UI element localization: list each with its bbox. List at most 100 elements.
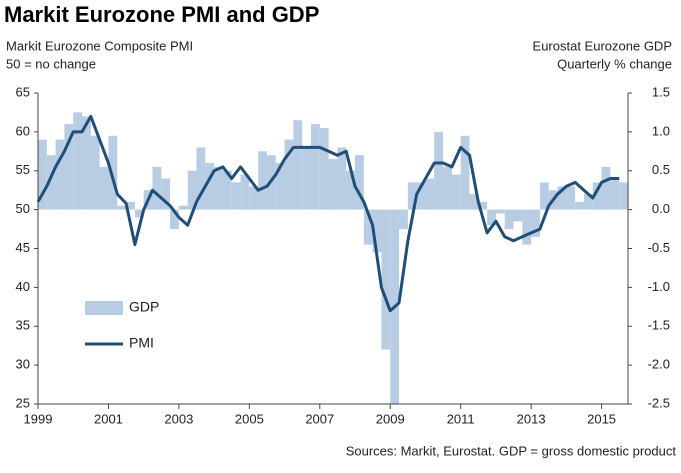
- bar: [601, 166, 611, 210]
- bar: [478, 201, 488, 210]
- bar: [275, 162, 285, 210]
- bar: [495, 209, 505, 214]
- bar: [460, 135, 470, 210]
- bar: [161, 178, 171, 210]
- y-tick-label: 60: [16, 123, 30, 138]
- y2-tick-label: -1.5: [648, 318, 670, 333]
- bar: [46, 155, 56, 210]
- bar: [126, 201, 135, 210]
- bar: [557, 186, 567, 210]
- bar: [319, 127, 329, 210]
- bar: [231, 182, 241, 210]
- bar: [443, 166, 452, 210]
- y-axis-label: 50 = no change: [6, 56, 96, 71]
- y2-tick-label: 1.0: [652, 123, 670, 138]
- bar: [363, 209, 373, 245]
- bar: [240, 174, 250, 210]
- y2-axis-label: Quarterly % change: [557, 56, 672, 71]
- bar: [425, 178, 435, 210]
- bar: [399, 209, 408, 230]
- bar: [407, 182, 417, 210]
- bar: [249, 186, 259, 210]
- legend-label: GDP: [129, 299, 159, 315]
- bar: [619, 182, 628, 210]
- bar: [90, 135, 100, 210]
- bar: [205, 162, 215, 210]
- y-axis-label: Markit Eurozone Composite PMI: [6, 38, 193, 53]
- bar: [170, 209, 179, 230]
- bar: [214, 166, 223, 210]
- bar: [64, 124, 74, 210]
- bar: [610, 178, 620, 210]
- bar: [82, 116, 91, 210]
- bar: [381, 209, 391, 350]
- y-tick-label: 25: [16, 395, 30, 410]
- bar: [434, 131, 444, 210]
- bar: [583, 194, 593, 210]
- y2-tick-label: -2.5: [648, 395, 670, 410]
- bar: [258, 151, 267, 210]
- legend-label: PMI: [129, 335, 154, 351]
- bar: [346, 170, 356, 210]
- bar: [504, 209, 514, 230]
- x-tick-label: 2013: [517, 411, 546, 426]
- bar: [451, 174, 461, 210]
- x-tick-label: 2003: [164, 411, 193, 426]
- bar: [531, 209, 540, 237]
- y2-tick-label: -1.0: [648, 279, 670, 294]
- y2-tick-label: -0.5: [648, 240, 670, 255]
- y-tick-label: 30: [16, 357, 30, 372]
- x-tick-label: 2005: [235, 411, 264, 426]
- bar: [117, 205, 127, 210]
- bar: [566, 186, 576, 210]
- y2-tick-label: 1.5: [652, 84, 670, 99]
- bar: [187, 170, 197, 210]
- y2-tick-label: 0.0: [652, 201, 670, 216]
- bar: [337, 147, 347, 210]
- y-tick-label: 65: [16, 84, 30, 99]
- bar: [178, 205, 188, 210]
- source: Sources: Markit, Eurostat. GDP = gross d…: [346, 443, 677, 458]
- y-tick-label: 40: [16, 279, 30, 294]
- bar: [416, 182, 426, 210]
- bar: [302, 147, 311, 210]
- y2-tick-label: -2.0: [648, 357, 670, 372]
- bar: [222, 170, 232, 210]
- y2-tick-label: 0.5: [652, 162, 670, 177]
- bar: [293, 120, 303, 210]
- bar: [284, 139, 294, 210]
- line: [36, 114, 620, 313]
- x-tick-label: 1999: [24, 411, 53, 426]
- bar: [134, 209, 144, 218]
- bar: [55, 139, 65, 210]
- bar: [328, 159, 338, 210]
- bar: [310, 124, 320, 210]
- bar: [355, 155, 364, 210]
- x-tick-label: 2001: [94, 411, 123, 426]
- bar: [487, 209, 496, 226]
- bar: [73, 112, 83, 210]
- bar: [592, 182, 602, 210]
- y-tick-label: 55: [16, 162, 30, 177]
- chart-title: Markit Eurozone PMI and GDP: [4, 2, 319, 27]
- x-tick-label: 2015: [587, 411, 616, 426]
- bar: [108, 135, 118, 210]
- y-tick-label: 35: [16, 318, 30, 333]
- legend-swatch: [85, 301, 123, 315]
- bar: [539, 182, 549, 210]
- bar: [38, 139, 47, 210]
- bar: [522, 209, 532, 245]
- bar: [196, 147, 206, 210]
- bar: [469, 194, 479, 210]
- bar: [152, 166, 162, 210]
- x-tick-label: 2009: [376, 411, 405, 426]
- x-tick-label: 2007: [305, 411, 334, 426]
- bar: [372, 209, 382, 253]
- bar: [513, 209, 523, 222]
- bar: [99, 166, 109, 210]
- y-tick-label: 45: [16, 240, 30, 255]
- y2-axis-label: Eurostat Eurozone GDP: [533, 38, 672, 53]
- bar: [575, 201, 584, 210]
- y-tick-label: 50: [16, 201, 30, 216]
